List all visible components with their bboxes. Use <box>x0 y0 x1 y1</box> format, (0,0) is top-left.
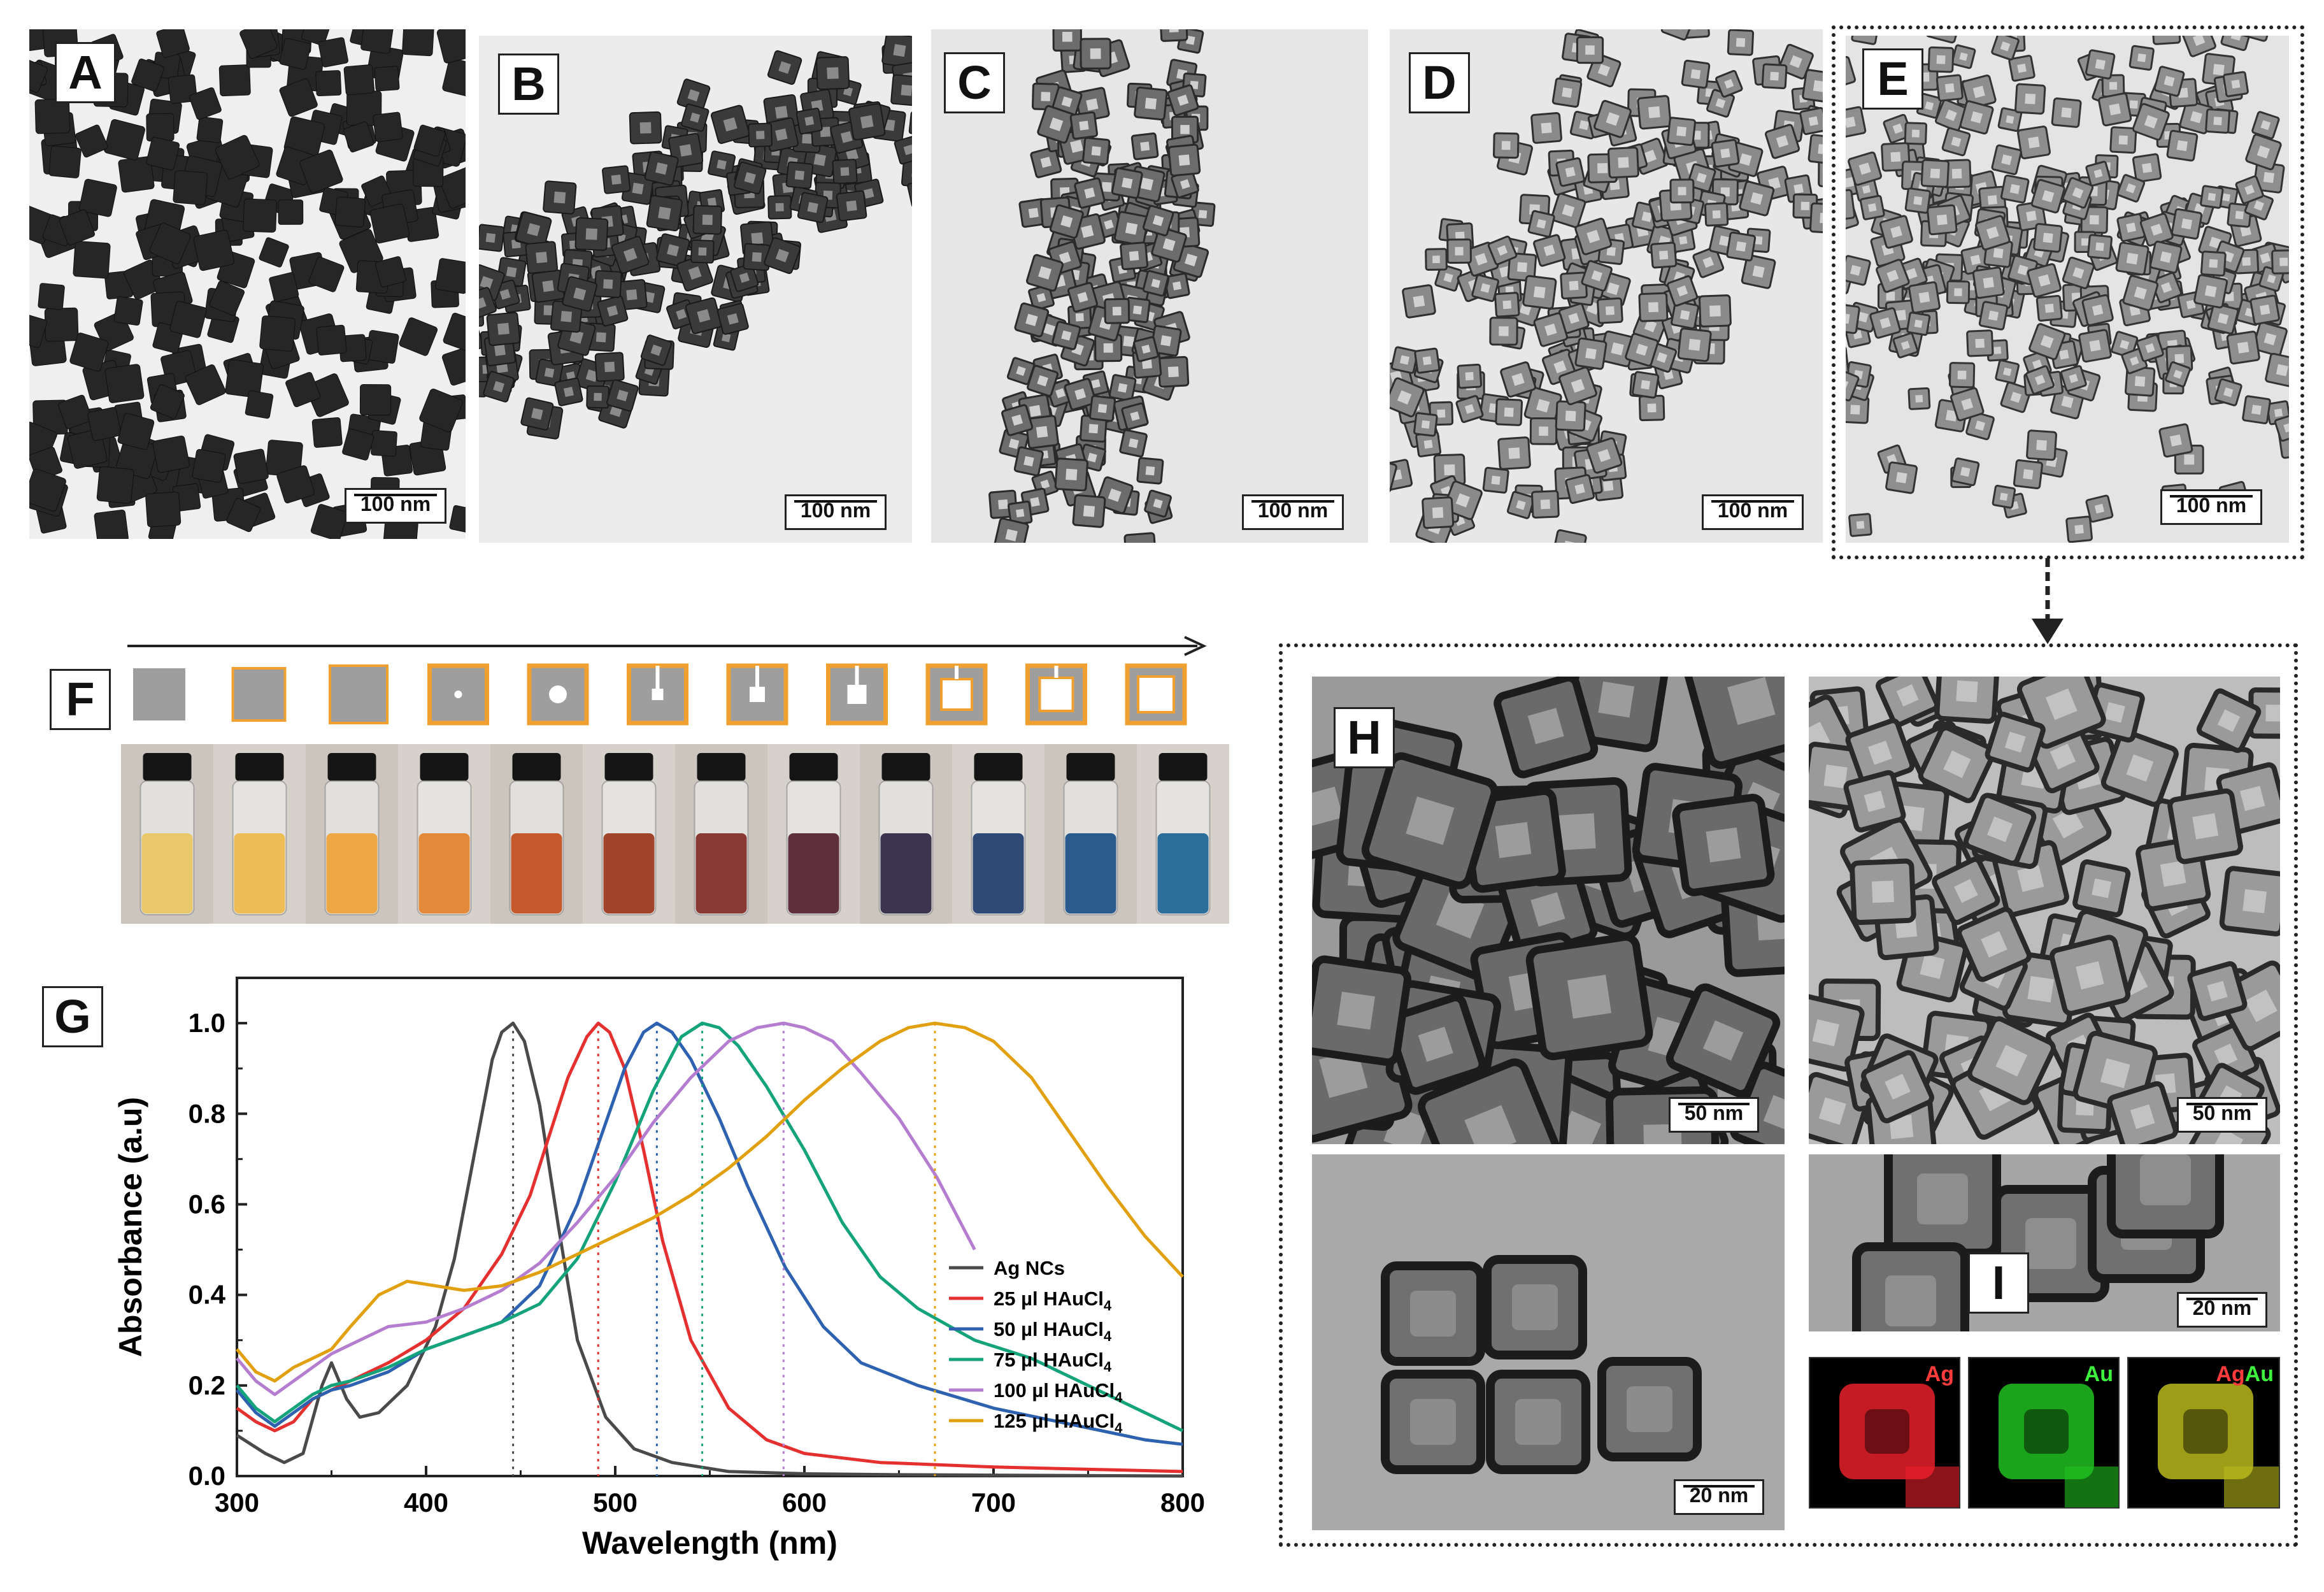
legend-entry: Ag NCs <box>994 1257 1065 1279</box>
legend-entry: 25 µl HAuCl4 <box>994 1287 1112 1314</box>
panel-a: A 100 nm <box>29 29 466 539</box>
eds-map-merged: AgAu <box>2127 1357 2280 1509</box>
series-line <box>236 1021 1183 1478</box>
tem-image-e <box>1846 36 2289 543</box>
legend-entry: 50 µl HAuCl4 <box>994 1318 1112 1344</box>
scale-bar-c: 100 nm <box>1242 494 1344 530</box>
panel-h-bottom-left: 20 nm <box>1312 1154 1785 1530</box>
schematic-stage <box>527 663 589 726</box>
y-tick-label: 1.0 <box>189 1008 225 1038</box>
eds-label-au: Au <box>2084 1362 2113 1386</box>
scale-bar-b: 100 nm <box>785 494 887 530</box>
panel-label-h: H <box>1334 707 1395 768</box>
scale-bar-a: 100 nm <box>345 488 446 524</box>
panel-label-d: D <box>1409 52 1470 113</box>
schematic-stage <box>427 663 489 726</box>
absorbance-chart: 300 400 500 600 700 800 0.0 0.2 0.4 0.6 0.8 1.0 Wave… <box>113 977 1205 1561</box>
x-tick-label: 300 <box>215 1488 259 1517</box>
detail-box-h-i <box>1279 643 2298 1547</box>
schematic-stage <box>1125 663 1187 726</box>
series-line <box>236 1021 1183 1446</box>
schematic-stage <box>231 667 287 722</box>
schematic-stage <box>726 663 788 726</box>
vial-photo <box>121 744 1229 924</box>
x-axis-label: Wavelength (nm) <box>582 1525 838 1561</box>
x-tick-label: 400 <box>404 1488 448 1517</box>
scale-bar-h-top-left: 50 nm <box>1669 1097 1759 1133</box>
vial <box>121 744 213 924</box>
panel-c: C 100 nm <box>931 29 1368 543</box>
tem-image-c <box>931 29 1368 543</box>
eds-label-ag: Ag <box>1925 1362 1954 1386</box>
progress-arrow-icon <box>127 636 1207 656</box>
panel-i-tem: I 20 nm <box>1809 1154 2280 1331</box>
legend-entry: 75 µl HAuCl4 <box>994 1349 1112 1375</box>
vial <box>860 744 952 924</box>
scale-bar-h-bottom-left: 20 nm <box>1674 1479 1764 1515</box>
highlight-box-e <box>1832 25 2304 559</box>
tem-image-a <box>29 29 466 539</box>
vial <box>767 744 860 924</box>
panel-label-f: F <box>50 669 111 730</box>
tem-image-h-top-right <box>1809 677 2280 1144</box>
y-tick-label: 0.0 <box>189 1461 225 1491</box>
vial <box>675 744 767 924</box>
x-tick-label: 700 <box>971 1488 1016 1517</box>
panel-h-top-right: 50 nm <box>1809 677 2280 1144</box>
schematic-stage <box>329 664 389 724</box>
tem-image-b <box>479 36 912 543</box>
series-line <box>236 1021 1184 1383</box>
series-line <box>236 1021 1184 1433</box>
scale-bar-h-top-right: 50 nm <box>2177 1097 2267 1133</box>
panel-b: B 100 nm <box>479 36 912 543</box>
y-tick-label: 0.2 <box>189 1370 225 1400</box>
panel-label-c: C <box>944 52 1005 113</box>
y-tick-label: 0.8 <box>189 1098 225 1128</box>
nanostructure-schematics <box>133 663 1187 726</box>
panel-e: E 100 nm <box>1846 36 2289 543</box>
panel-label-g: G <box>42 986 103 1047</box>
tem-image-h-bottom-left <box>1312 1154 1785 1530</box>
x-tick-label: 500 <box>593 1488 638 1517</box>
x-tick-label: 800 <box>1160 1488 1205 1517</box>
schematic-stage <box>925 663 988 726</box>
vial <box>490 744 583 924</box>
down-arrow-icon <box>2032 558 2064 644</box>
vial <box>583 744 675 924</box>
scale-bar-e: 100 nm <box>2160 489 2262 525</box>
tem-image-d <box>1390 29 1823 543</box>
panel-label-a: A <box>55 42 116 103</box>
x-tick-label: 600 <box>782 1488 827 1517</box>
panel-d: D 100 nm <box>1390 29 1823 543</box>
eds-map-au: Au <box>1968 1357 2120 1509</box>
scale-bar-i: 20 nm <box>2177 1292 2267 1328</box>
vial <box>952 744 1044 924</box>
legend-entry: 125 µl HAuCl4 <box>994 1410 1123 1436</box>
vial <box>398 744 490 924</box>
y-tick-label: 0.6 <box>189 1189 225 1219</box>
y-tick-label: 0.4 <box>189 1280 226 1310</box>
panel-h-top-left: H 50 nm <box>1312 677 1785 1144</box>
schematic-stage <box>826 663 888 726</box>
vial <box>1044 744 1137 924</box>
scale-bar-d: 100 nm <box>1702 494 1804 530</box>
vial <box>213 744 306 924</box>
eds-map-ag: Ag <box>1809 1357 1960 1509</box>
panel-label-b: B <box>498 54 559 115</box>
vial <box>1137 744 1229 924</box>
eds-label-merged: AgAu <box>2216 1362 2274 1386</box>
schematic-stage <box>133 668 185 721</box>
y-axis-label: Absorbance (a.u) <box>113 1097 148 1357</box>
vial <box>306 744 398 924</box>
schematic-stage <box>627 663 688 726</box>
legend-entry: 100 µl HAuCl4 <box>994 1379 1123 1405</box>
panel-label-e: E <box>1862 48 1923 110</box>
schematic-stage <box>1025 663 1087 726</box>
panel-label-i: I <box>1968 1252 2029 1314</box>
series-line <box>236 1021 976 1396</box>
